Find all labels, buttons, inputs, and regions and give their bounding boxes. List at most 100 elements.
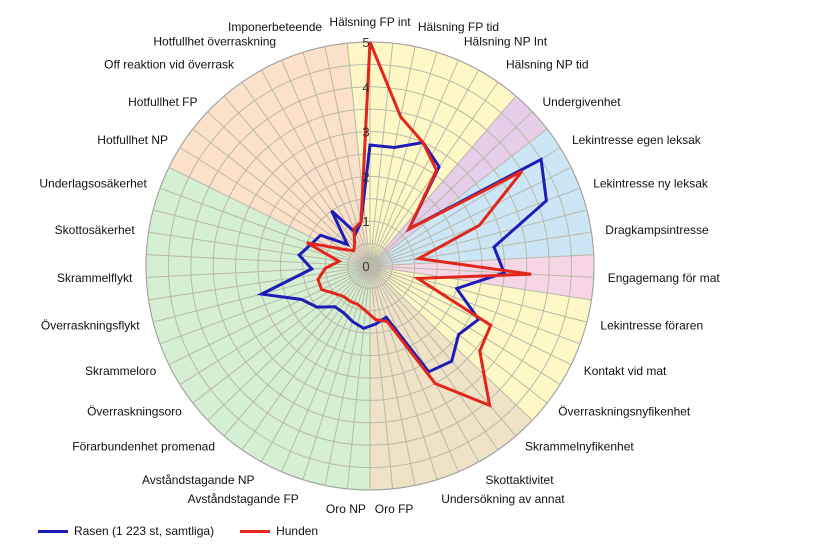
category-label: Undersökning av annat bbox=[441, 492, 565, 506]
sector-background bbox=[148, 266, 370, 344]
legend-item-breed: Rasen (1 223 st, samtliga) bbox=[38, 524, 214, 538]
category-label: Hälsning NP tid bbox=[506, 58, 589, 72]
sector-background bbox=[146, 254, 370, 300]
grid-spoke bbox=[207, 265, 371, 421]
category-label: Skottaktivitet bbox=[486, 473, 555, 487]
grid-spoke bbox=[369, 231, 592, 267]
grid-spoke bbox=[148, 265, 371, 301]
grid-spoke bbox=[369, 52, 438, 267]
grid-spoke bbox=[281, 265, 371, 473]
grid-spoke bbox=[260, 69, 371, 267]
category-label: Överraskningsnyfikenhet bbox=[558, 405, 691, 419]
category-label: Förarbundenhet promenad bbox=[72, 440, 215, 454]
grid-spoke bbox=[260, 265, 371, 463]
category-label: Hälsning FP tid bbox=[418, 20, 499, 34]
category-label: Skrammelnyfikenhet bbox=[525, 440, 634, 454]
sector-background bbox=[370, 266, 592, 344]
grid-spoke bbox=[324, 46, 371, 267]
category-label: Avståndstagande NP bbox=[142, 473, 255, 487]
grid-spoke bbox=[369, 265, 594, 278]
category-label: Överraskningsflykt bbox=[41, 319, 140, 333]
sector-background bbox=[370, 167, 587, 266]
grid-spoke bbox=[146, 265, 371, 278]
sector-background bbox=[261, 52, 370, 266]
category-label: Oro NP bbox=[326, 502, 366, 516]
grid-spoke bbox=[241, 265, 371, 451]
sector-background bbox=[370, 52, 479, 266]
grid-spoke bbox=[369, 69, 480, 267]
grid-spoke bbox=[369, 166, 572, 267]
grid-spoke bbox=[346, 265, 371, 489]
sector-background bbox=[242, 266, 370, 472]
tick-label: 2 bbox=[362, 169, 369, 184]
grid-spoke bbox=[302, 265, 371, 480]
category-label: Kontakt vid mat bbox=[584, 364, 667, 378]
grid-spoke bbox=[369, 128, 548, 267]
grid-spoke bbox=[369, 265, 533, 421]
tick-label: 5 bbox=[362, 35, 369, 50]
legend-label-dog: Hunden bbox=[276, 524, 319, 538]
category-label: Skrammelflykt bbox=[57, 271, 133, 285]
grid-spoke bbox=[324, 265, 371, 486]
category-label: Avståndstagande FP bbox=[188, 492, 299, 506]
legend: Rasen (1 223 st, samtliga) Hunden bbox=[38, 524, 344, 538]
grid-spoke bbox=[369, 265, 517, 437]
grid-spoke bbox=[179, 265, 371, 385]
grid-spoke bbox=[223, 265, 371, 437]
sector-background bbox=[370, 70, 516, 266]
grid-spoke bbox=[241, 81, 371, 267]
category-label: Dragkampsintresse bbox=[605, 223, 709, 237]
grid-spoke bbox=[148, 231, 371, 267]
sector-background bbox=[207, 266, 370, 450]
grid-spoke bbox=[369, 265, 592, 301]
grid-spoke bbox=[159, 265, 371, 345]
tick-label: 1 bbox=[362, 214, 369, 229]
series-line-dog bbox=[306, 41, 532, 408]
category-label: Skottosäkerhet bbox=[55, 223, 136, 237]
category-label: Hälsning NP Int bbox=[464, 34, 548, 48]
sector-background bbox=[179, 266, 370, 421]
grid-spoke bbox=[369, 265, 459, 473]
sector-background bbox=[370, 266, 459, 486]
sector-background bbox=[370, 43, 438, 266]
grid-spoke bbox=[159, 187, 371, 267]
grid-spoke bbox=[369, 254, 594, 267]
tick-label: 4 bbox=[362, 80, 369, 95]
grid-spoke bbox=[369, 43, 394, 267]
category-label: Oro FP bbox=[375, 502, 414, 516]
legend-swatch-dog bbox=[240, 529, 271, 533]
category-label: Hotfullhet NP bbox=[97, 133, 168, 147]
grid-spoke bbox=[369, 265, 587, 323]
sector-background bbox=[302, 43, 370, 266]
sector-background bbox=[370, 266, 581, 385]
legend-item-dog: Hunden bbox=[240, 524, 318, 538]
grid-spoke bbox=[179, 147, 371, 267]
grid-spoke bbox=[369, 111, 533, 267]
sector-background bbox=[159, 266, 370, 385]
grid-spoke bbox=[168, 265, 371, 366]
grid-spoke bbox=[369, 46, 416, 267]
category-label: Imponerbeteende bbox=[228, 20, 322, 34]
legend-swatch-breed bbox=[38, 529, 68, 533]
category-label: Skrammeloro bbox=[85, 364, 157, 378]
grid-spoke bbox=[369, 265, 438, 480]
grid-spoke bbox=[369, 265, 394, 489]
category-label: Underlagsosäkerhet bbox=[39, 176, 147, 190]
grid-spoke bbox=[369, 95, 517, 267]
grid-spoke bbox=[369, 265, 499, 451]
grid-spoke bbox=[369, 209, 587, 267]
category-label: Överraskningsoro bbox=[87, 405, 182, 419]
sector-background bbox=[281, 266, 370, 486]
category-label: Hälsning FP int bbox=[329, 15, 411, 29]
grid-spoke bbox=[207, 111, 371, 267]
series-line-breed bbox=[256, 140, 548, 374]
category-label: Hotfullhet FP bbox=[128, 95, 197, 109]
category-label: Hotfullhet överraskning bbox=[153, 34, 276, 48]
grid-spoke bbox=[302, 52, 371, 267]
tick-label: 3 bbox=[362, 125, 369, 140]
sector-background bbox=[168, 128, 370, 266]
legend-label-breed: Rasen (1 223 st, samtliga) bbox=[74, 524, 215, 538]
grid-spoke bbox=[192, 265, 371, 404]
sector-background bbox=[370, 266, 561, 421]
category-label: Off reaktion vid överrask bbox=[104, 58, 235, 72]
